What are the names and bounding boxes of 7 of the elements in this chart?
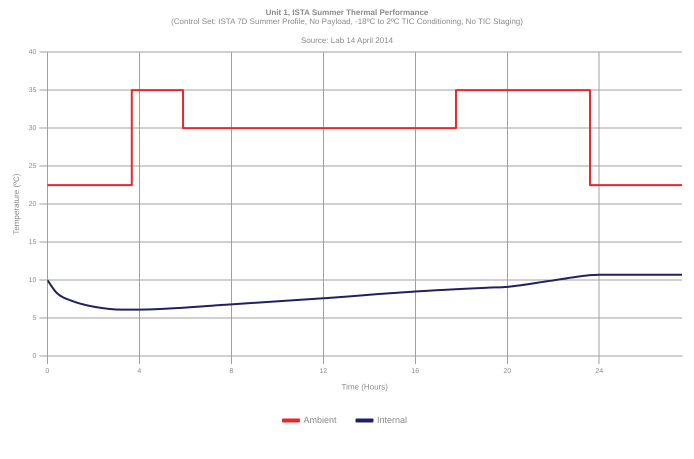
legend-label: Internal <box>377 414 408 425</box>
chart-subtitle: (Control Set: ISTA 7D Summer Profile, No Payload, -18ºC to 2ºC TIC Conditioning, No TIC Staging) <box>170 17 524 26</box>
source-note: Source: Lab 14 April 2014 <box>300 36 394 45</box>
legend-label: Ambient <box>303 414 337 425</box>
x-axis-title: Time (Hours) <box>342 382 388 392</box>
y-axis-title: Temperature (ºC) <box>12 173 22 235</box>
chart-title: Unit 1, ISTA Summer Thermal Performance <box>264 8 430 17</box>
